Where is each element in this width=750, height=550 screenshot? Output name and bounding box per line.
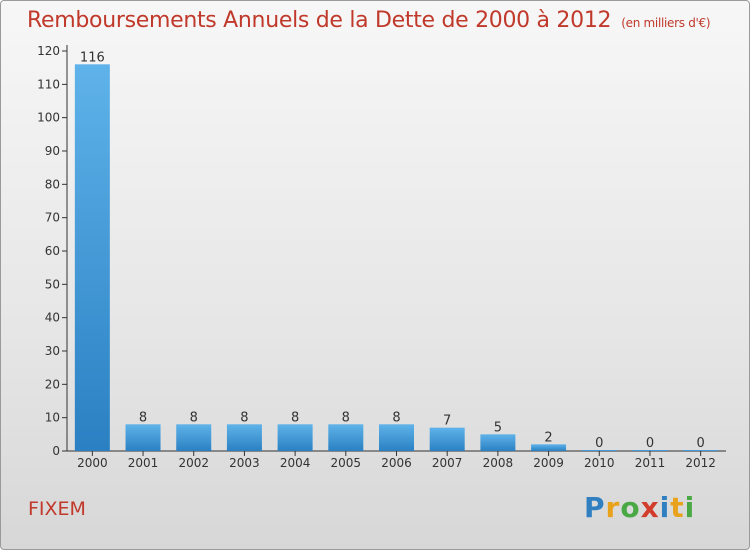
data-label: 8 [291, 410, 299, 425]
y-tick-label: 120 [37, 44, 60, 58]
y-tick-label: 70 [45, 211, 60, 225]
bar-2011 [632, 450, 668, 451]
bar-2008 [480, 434, 516, 451]
x-tick-label: 2002 [178, 456, 209, 470]
x-tick-label: 2004 [280, 456, 311, 470]
data-label: 2 [544, 430, 552, 445]
x-tick-label: 2009 [533, 456, 564, 470]
logo-letter: o [620, 491, 641, 524]
data-label: 0 [646, 436, 654, 451]
logo-letter: t [670, 491, 685, 524]
data-label: 8 [342, 410, 350, 425]
x-tick-label: 2003 [229, 456, 260, 470]
y-tick-label: 90 [45, 144, 60, 158]
data-label: 8 [190, 410, 198, 425]
y-tick-label: 60 [45, 244, 60, 258]
x-tick-label: 2012 [685, 456, 716, 470]
data-label: 116 [80, 50, 105, 65]
x-tick-label: 2007 [432, 456, 463, 470]
bar-2001 [125, 424, 161, 451]
chart-title-text: Remboursements Annuels de la Dette de 20… [27, 8, 612, 33]
bar-2005 [328, 424, 364, 451]
x-tick-label: 2010 [584, 456, 615, 470]
proxiti-logo: Proxiti [584, 491, 695, 524]
y-tick-label: 20 [45, 377, 60, 391]
y-tick-label: 10 [45, 411, 60, 425]
data-label: 8 [240, 410, 248, 425]
y-tick-label: 30 [45, 344, 60, 358]
bar-2003 [226, 424, 262, 451]
bar-2012 [683, 450, 719, 451]
y-tick-label: 50 [45, 277, 60, 291]
y-tick-label: 110 [37, 77, 60, 91]
commune-name: FIXEM [28, 498, 86, 520]
y-tick-label: 40 [45, 311, 60, 325]
logo-letter: x [640, 491, 660, 524]
bar-2009 [531, 444, 567, 451]
logo-letter: i [659, 491, 671, 524]
bar-2002 [176, 424, 212, 451]
x-tick-label: 2000 [77, 456, 108, 470]
bar-2006 [379, 424, 414, 451]
data-label: 8 [392, 410, 400, 425]
data-label: 0 [595, 436, 603, 451]
logo-letter: r [605, 491, 621, 524]
logo-letter: P [584, 491, 606, 524]
chart-subtitle: (en milliers d'€) [621, 16, 711, 30]
logo-letter: i [684, 491, 696, 524]
x-tick-label: 2011 [635, 456, 666, 470]
y-tick-label: 0 [52, 444, 60, 458]
data-label: 7 [443, 414, 451, 429]
x-tick-label: 2005 [331, 456, 362, 470]
x-tick-label: 2001 [128, 456, 159, 470]
x-tick-label: 2006 [381, 456, 412, 470]
bar-2010 [581, 450, 617, 451]
y-tick-label: 100 [37, 111, 60, 125]
bar-2000 [74, 64, 110, 452]
chart-title: Remboursements Annuels de la Dette de 20… [27, 8, 711, 33]
data-label: 8 [139, 410, 147, 425]
y-tick-label: 80 [45, 177, 60, 191]
bar-2007 [429, 427, 465, 451]
bar-2004 [277, 424, 313, 451]
data-label: 0 [697, 436, 705, 451]
x-tick-label: 2008 [483, 456, 514, 470]
data-label: 5 [494, 420, 502, 435]
